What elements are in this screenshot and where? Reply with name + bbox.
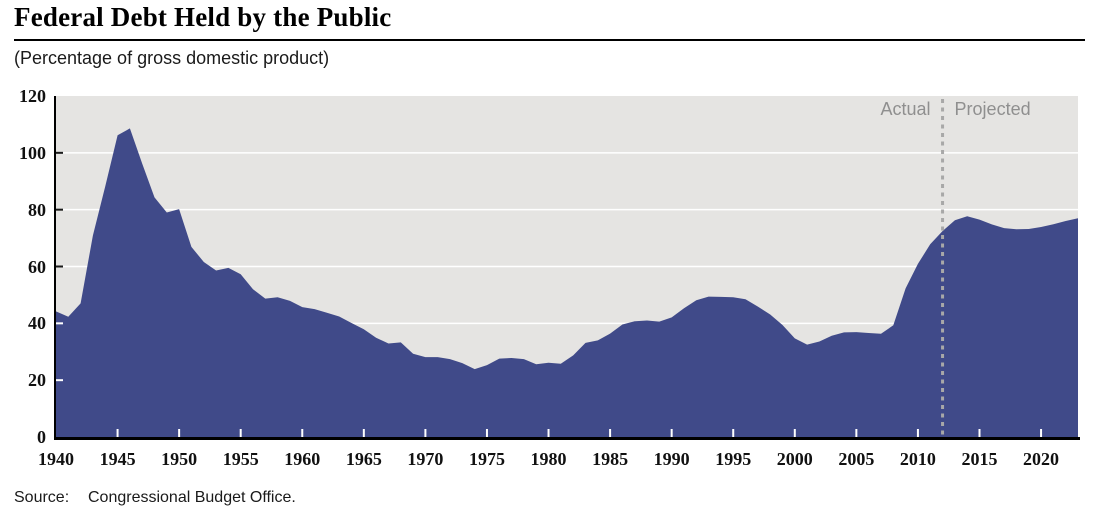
y-axis-label: 120 [19, 86, 46, 106]
x-axis-label: 2020 [1023, 449, 1060, 469]
x-axis-label: 1965 [345, 449, 382, 469]
x-axis-label: 2000 [776, 449, 813, 469]
x-axis-line [54, 437, 1080, 440]
x-axis-label: 2005 [838, 449, 875, 469]
x-axis-label: 1940 [38, 449, 74, 469]
x-axis-label: 2010 [899, 449, 936, 469]
y-axis-label: 20 [28, 370, 46, 391]
x-axis-label: 1945 [99, 449, 136, 469]
page-title: Federal Debt Held by the Public [14, 2, 392, 32]
y-axis-label: 100 [19, 142, 46, 163]
area-chart-svg [56, 99, 1078, 437]
actual-label: Actual [880, 99, 931, 119]
chart-subtitle: (Percentage of gross domestic product) [14, 48, 330, 68]
x-axis-label: 1975 [468, 449, 505, 469]
x-axis-label: 1955 [222, 449, 259, 469]
debt-area-series [56, 128, 1078, 437]
y-axis-label: 40 [28, 313, 46, 334]
title-rule [14, 39, 1085, 41]
x-axis-label: 1950 [161, 449, 198, 469]
y-axis-label: 60 [28, 256, 46, 277]
source-label: Source: [14, 489, 70, 506]
x-axis-label: 1995 [715, 449, 752, 469]
x-axis-label: 1990 [653, 449, 690, 469]
source-line: Source: Congressional Budget Office. [14, 489, 296, 507]
source-text: Congressional Budget Office. [88, 489, 296, 506]
y-axis-label: 0 [37, 427, 46, 447]
x-axis-label: 1970 [407, 449, 444, 469]
x-axis-label: 1985 [592, 449, 629, 469]
projected-label: Projected [954, 99, 1031, 119]
y-axis-line [54, 96, 56, 440]
x-axis-label: 1980 [530, 449, 567, 469]
x-axis-label: 2015 [961, 449, 998, 469]
x-axis-label: 1960 [284, 449, 321, 469]
y-axis-label: 80 [28, 199, 46, 220]
